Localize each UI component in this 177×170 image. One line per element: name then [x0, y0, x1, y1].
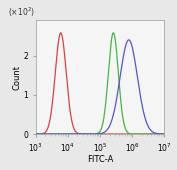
- Text: $(\times10^2)$: $(\times10^2)$: [7, 6, 35, 19]
- X-axis label: FITC-A: FITC-A: [87, 155, 113, 164]
- Y-axis label: Count: Count: [13, 65, 22, 90]
